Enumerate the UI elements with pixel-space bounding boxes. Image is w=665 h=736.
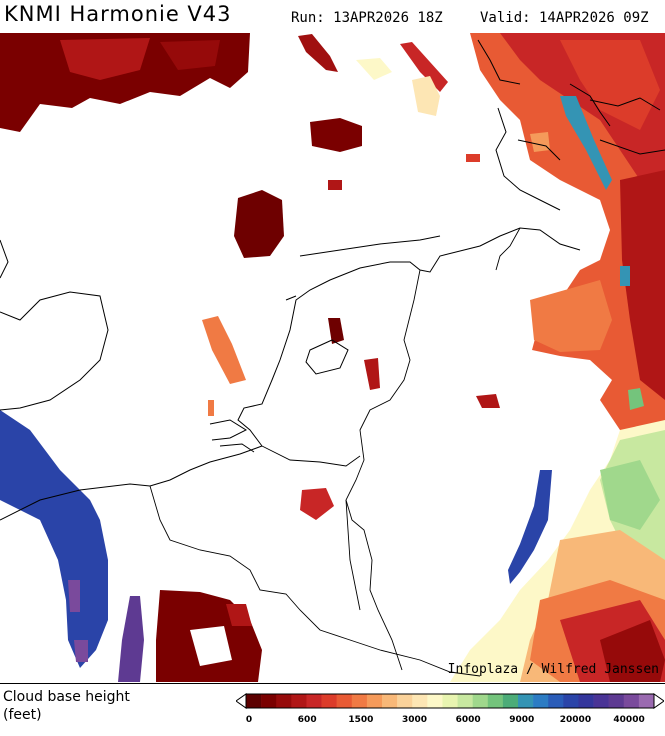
map-credit: Infoplaza / Wilfred Janssen (447, 662, 659, 677)
cloud-patches-netherlands (202, 132, 550, 520)
run-time: Run: 13APR2026 18Z (291, 10, 443, 26)
cloud-area-southeast (450, 420, 665, 682)
colorbar-tick-label: 9000 (509, 715, 535, 725)
borders (149, 227, 521, 677)
legend-title: Cloud base height (feet) (3, 688, 173, 724)
colorbar-outline (245, 693, 655, 709)
colorbar-swatch (623, 694, 640, 708)
cloud-base-map (0, 33, 665, 682)
map-title: KNMI Harmonie V43 (4, 2, 232, 26)
valid-time: Valid: 14APR2026 09Z (480, 10, 649, 26)
legend-title-line1: Cloud base height (3, 689, 130, 705)
colorbar-swatch (442, 694, 458, 708)
colorbar-swatch (502, 694, 519, 708)
colorbar-swatch (276, 694, 292, 708)
colorbar-swatch (593, 694, 609, 708)
cloud-area-south (156, 590, 262, 682)
colorbar-swatch (291, 694, 307, 708)
colorbar-tick-label: 600 (297, 715, 317, 725)
colorbar-arrow-right (653, 693, 665, 709)
legend: Cloud base height (feet) 0 600 1500 3000 600… (0, 683, 665, 736)
cloud-area-north-sea-north (0, 33, 448, 258)
colorbar-swatch (533, 694, 549, 708)
colorbar-swatch (261, 694, 277, 708)
colorbar-swatch (638, 694, 655, 708)
colorbar-swatch (427, 694, 443, 708)
colorbar-swatch (321, 694, 337, 708)
colorbar-tick-label: 20000 (559, 715, 592, 725)
colorbar-swatch (336, 694, 353, 708)
colorbar-swatch (351, 694, 368, 708)
colorbar-swatch (472, 694, 489, 708)
colorbar-swatch (608, 694, 625, 708)
colorbar-swatch (518, 694, 534, 708)
colorbar-swatch (563, 694, 579, 708)
colorbar-swatch (306, 694, 322, 708)
colorbar-swatch (578, 694, 594, 708)
colorbar-arrow-left (235, 693, 247, 709)
colorbar-tick-label: 3000 (401, 715, 428, 725)
cloud-area-southwest (0, 410, 144, 682)
coastlines (0, 39, 665, 521)
colorbar-tick-label: 1500 (348, 715, 374, 725)
colorbar-tick-label: 6000 (455, 715, 481, 725)
colorbar-swatch (366, 694, 383, 708)
colorbar-swatch (487, 694, 504, 708)
colorbar-swatch (246, 694, 262, 708)
colorbar-swatch (412, 694, 428, 708)
colorbar-swatch (382, 694, 398, 708)
colorbar-swatch (397, 694, 413, 708)
colorbar-tick-label: 0 (245, 715, 253, 725)
colorbar: 0 600 1500 3000 6000 9000 20000 40000 (235, 692, 665, 725)
colorbar-swatches (235, 693, 665, 709)
header: KNMI Harmonie V43 Run: 13APR2026 18Z Val… (0, 0, 665, 33)
colorbar-swatch (457, 694, 473, 708)
legend-title-line2: (feet) (3, 707, 42, 723)
colorbar-swatch (548, 694, 564, 708)
colorbar-tick-label: 40000 (613, 715, 645, 725)
cloud-area-east (470, 33, 665, 440)
